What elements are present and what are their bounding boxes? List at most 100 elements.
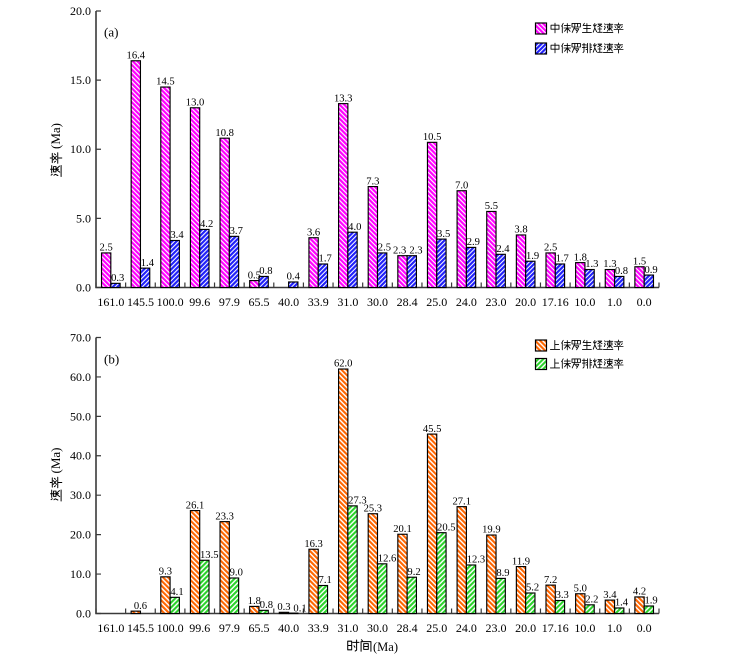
svg-text:99.6: 99.6 bbox=[189, 295, 210, 309]
svg-text:19.9: 19.9 bbox=[482, 525, 501, 536]
svg-text:40.0: 40.0 bbox=[70, 449, 91, 463]
svg-text:1.3: 1.3 bbox=[585, 259, 598, 270]
svg-text:12.6: 12.6 bbox=[378, 554, 397, 565]
svg-text:145.5: 145.5 bbox=[127, 295, 154, 309]
svg-text:62.0: 62.0 bbox=[334, 359, 353, 370]
svg-text:10.0: 10.0 bbox=[70, 142, 91, 156]
svg-text:60.0: 60.0 bbox=[70, 370, 91, 384]
svg-text:7.2: 7.2 bbox=[544, 575, 557, 586]
svg-text:1.7: 1.7 bbox=[319, 254, 332, 265]
svg-text:30.0: 30.0 bbox=[367, 621, 388, 635]
svg-text:3.7: 3.7 bbox=[230, 226, 243, 237]
svg-text:25.0: 25.0 bbox=[426, 295, 447, 309]
svg-text:20.0: 20.0 bbox=[515, 621, 536, 635]
svg-text:3.6: 3.6 bbox=[307, 227, 320, 238]
svg-text:1.4: 1.4 bbox=[141, 258, 155, 269]
svg-text:40.0: 40.0 bbox=[278, 621, 299, 635]
svg-text:3.4: 3.4 bbox=[170, 230, 184, 241]
svg-text:17.16: 17.16 bbox=[542, 295, 569, 309]
svg-text:10.0: 10.0 bbox=[574, 621, 595, 635]
svg-text:16.3: 16.3 bbox=[304, 539, 323, 550]
svg-text:1.9: 1.9 bbox=[526, 251, 539, 262]
svg-text:97.9: 97.9 bbox=[219, 621, 240, 635]
svg-text:65.5: 65.5 bbox=[248, 621, 269, 635]
svg-text:23.0: 23.0 bbox=[486, 295, 507, 309]
svg-text:9.2: 9.2 bbox=[407, 567, 420, 578]
svg-text:0.0: 0.0 bbox=[637, 621, 652, 635]
svg-text:100.0: 100.0 bbox=[157, 295, 184, 309]
svg-text:4.0: 4.0 bbox=[348, 222, 361, 233]
svg-text:31.0: 31.0 bbox=[337, 621, 358, 635]
svg-text:0.8: 0.8 bbox=[260, 600, 273, 611]
svg-text:12.3: 12.3 bbox=[467, 555, 486, 566]
svg-text:5.0: 5.0 bbox=[76, 211, 91, 225]
svg-text:161.0: 161.0 bbox=[97, 295, 124, 309]
svg-text:4.2: 4.2 bbox=[200, 219, 213, 230]
svg-text:(Ma): (Ma) bbox=[373, 640, 398, 654]
svg-text:3.8: 3.8 bbox=[514, 225, 527, 236]
svg-text:20.5: 20.5 bbox=[437, 522, 456, 533]
svg-text:10.5: 10.5 bbox=[423, 132, 442, 143]
svg-text:0.0: 0.0 bbox=[76, 280, 91, 294]
svg-text:45.5: 45.5 bbox=[423, 424, 442, 435]
svg-text:2.5: 2.5 bbox=[378, 243, 391, 254]
svg-text:2.5: 2.5 bbox=[544, 243, 557, 254]
svg-text:24.0: 24.0 bbox=[456, 295, 477, 309]
svg-text:9.3: 9.3 bbox=[159, 567, 172, 578]
svg-text:2.5: 2.5 bbox=[100, 243, 113, 254]
svg-text:70.0: 70.0 bbox=[70, 330, 91, 344]
svg-text:30.0: 30.0 bbox=[367, 295, 388, 309]
svg-text:(a): (a) bbox=[104, 25, 118, 40]
svg-text:13.3: 13.3 bbox=[334, 93, 353, 104]
svg-text:(Ma): (Ma) bbox=[48, 123, 63, 149]
svg-text:100.0: 100.0 bbox=[157, 621, 184, 635]
svg-text:99.6: 99.6 bbox=[189, 621, 210, 635]
svg-text:15.0: 15.0 bbox=[70, 73, 91, 87]
svg-text:0.0: 0.0 bbox=[637, 295, 652, 309]
svg-text:10.0: 10.0 bbox=[574, 295, 595, 309]
svg-text:2.3: 2.3 bbox=[393, 245, 406, 256]
svg-text:161.0: 161.0 bbox=[97, 621, 124, 635]
svg-text:14.5: 14.5 bbox=[156, 77, 175, 88]
svg-text:28.4: 28.4 bbox=[397, 295, 418, 309]
svg-text:(b): (b) bbox=[104, 352, 119, 367]
svg-text:23.0: 23.0 bbox=[486, 621, 507, 635]
svg-text:7.3: 7.3 bbox=[366, 176, 379, 187]
svg-text:2.2: 2.2 bbox=[585, 595, 598, 606]
svg-text:20.0: 20.0 bbox=[70, 528, 91, 542]
svg-text:20.0: 20.0 bbox=[70, 4, 91, 18]
svg-text:13.5: 13.5 bbox=[200, 550, 219, 561]
svg-text:0.8: 0.8 bbox=[259, 266, 272, 277]
svg-text:16.4: 16.4 bbox=[127, 50, 146, 61]
svg-text:0.6: 0.6 bbox=[134, 601, 147, 612]
svg-text:0.9: 0.9 bbox=[644, 265, 657, 276]
svg-text:3.5: 3.5 bbox=[437, 229, 450, 240]
svg-text:0.3: 0.3 bbox=[277, 602, 290, 613]
svg-text:17.16: 17.16 bbox=[542, 621, 569, 635]
svg-text:7.1: 7.1 bbox=[319, 575, 332, 586]
svg-text:25.0: 25.0 bbox=[426, 621, 447, 635]
svg-text:30.0: 30.0 bbox=[70, 488, 91, 502]
svg-text:2.9: 2.9 bbox=[467, 237, 480, 248]
svg-text:1.7: 1.7 bbox=[556, 254, 569, 265]
svg-text:26.1: 26.1 bbox=[186, 500, 205, 511]
svg-text:1.0: 1.0 bbox=[607, 621, 622, 635]
svg-text:0.3: 0.3 bbox=[111, 273, 124, 284]
svg-text:50.0: 50.0 bbox=[70, 409, 91, 423]
svg-text:5.5: 5.5 bbox=[485, 201, 498, 212]
svg-text:2.4: 2.4 bbox=[496, 244, 510, 255]
svg-text:0.1: 0.1 bbox=[293, 604, 306, 615]
svg-text:1.4: 1.4 bbox=[615, 598, 629, 609]
svg-text:4.1: 4.1 bbox=[170, 587, 183, 598]
svg-text:23.3: 23.3 bbox=[215, 511, 234, 522]
svg-text:10.8: 10.8 bbox=[215, 128, 234, 139]
svg-text:0.8: 0.8 bbox=[615, 266, 628, 277]
svg-text:9.0: 9.0 bbox=[230, 568, 243, 579]
svg-text:24.0: 24.0 bbox=[456, 621, 477, 635]
svg-text:7.0: 7.0 bbox=[455, 180, 468, 191]
svg-text:97.9: 97.9 bbox=[219, 295, 240, 309]
svg-text:27.1: 27.1 bbox=[452, 496, 471, 507]
svg-text:31.0: 31.0 bbox=[337, 295, 358, 309]
svg-text:(Ma): (Ma) bbox=[48, 448, 63, 474]
svg-text:1.0: 1.0 bbox=[607, 295, 622, 309]
